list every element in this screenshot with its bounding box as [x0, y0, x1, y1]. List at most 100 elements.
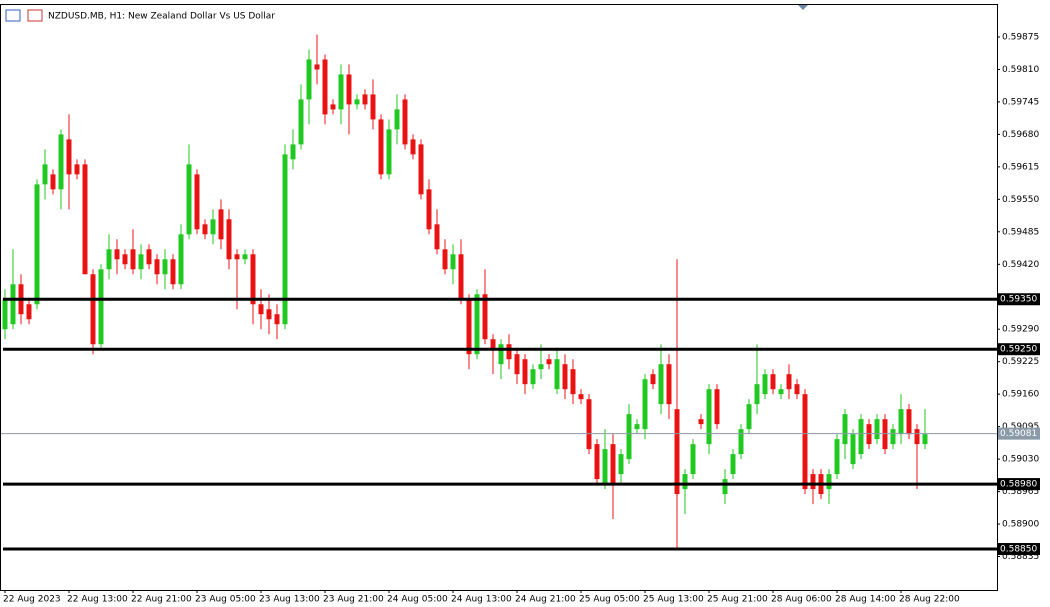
candle-body	[578, 394, 584, 400]
candle-body	[562, 364, 568, 390]
candle-body	[450, 254, 456, 270]
current-price-box	[998, 427, 1040, 440]
level-label: 0.58850	[1000, 545, 1037, 555]
candle-body	[554, 359, 560, 390]
plot-frame	[0, 4, 998, 591]
candle-body	[26, 304, 32, 320]
y-tick-label: 0.58835	[1002, 552, 1039, 562]
x-tick-label: 23 Aug 13:00	[259, 595, 320, 605]
candle-body	[602, 449, 608, 485]
candle-body	[618, 454, 624, 475]
candle-body	[490, 339, 496, 350]
candle-body	[682, 474, 688, 490]
candle-body	[290, 144, 296, 160]
y-tick-label: 0.59095	[1002, 422, 1039, 432]
candle-body	[10, 284, 16, 325]
y-tick-label: 0.59030	[1002, 455, 1039, 465]
candle-body	[42, 164, 48, 185]
candle-body	[898, 409, 904, 435]
candle-body	[66, 139, 72, 175]
candle-body	[58, 134, 64, 190]
candle-body	[130, 249, 136, 270]
candle-body	[234, 254, 240, 260]
candle-body	[210, 219, 216, 235]
candle-body	[466, 299, 472, 355]
candle-body	[658, 364, 664, 405]
candle-body	[434, 224, 440, 250]
y-tick-label: 0.59680	[1002, 130, 1039, 140]
x-tick-label: 22 Aug 2023	[3, 595, 61, 605]
level-label: 0.59250	[1000, 345, 1037, 355]
candle-body	[922, 434, 928, 445]
candle-body	[34, 184, 40, 305]
candle-body	[274, 314, 280, 325]
candle-body	[250, 254, 256, 305]
candle-body	[914, 429, 920, 445]
candle-body	[642, 379, 648, 430]
candle-body	[410, 139, 416, 155]
window-icon	[27, 9, 43, 22]
candle-body	[634, 424, 640, 430]
candle-body	[282, 154, 288, 325]
candle-body	[474, 294, 480, 355]
candle-body	[298, 99, 304, 145]
y-tick-label: 0.59550	[1002, 195, 1039, 205]
candle-body	[2, 299, 8, 330]
x-tick-label: 23 Aug 21:00	[323, 595, 384, 605]
candle-body	[162, 259, 168, 275]
y-tick-label: 0.59290	[1002, 325, 1039, 335]
y-tick-label: 0.59810	[1002, 65, 1039, 75]
y-tick-label: 0.59875	[1002, 32, 1039, 42]
candle-body	[346, 74, 352, 105]
candle-body	[418, 144, 424, 195]
shift-marker	[798, 5, 808, 10]
level-label: 0.59350	[1000, 295, 1037, 305]
x-tick-label: 28 Aug 14:00	[835, 595, 896, 605]
level-label-box	[998, 293, 1040, 306]
candle-body	[218, 209, 224, 240]
candle-body	[522, 359, 528, 385]
candle-body	[842, 414, 848, 445]
x-tick-label: 24 Aug 13:00	[451, 595, 512, 605]
candle-body	[170, 259, 176, 285]
level-label-box	[998, 478, 1040, 491]
candle-body	[226, 219, 232, 260]
x-tick-label: 25 Aug 13:00	[643, 595, 704, 605]
candle-body	[714, 389, 720, 425]
y-tick-label: 0.59745	[1002, 97, 1039, 107]
candle-body	[594, 444, 600, 480]
window-icon	[5, 9, 21, 22]
candle-body	[538, 364, 544, 370]
candle-body	[354, 99, 360, 105]
candle-body	[666, 364, 672, 405]
candle-body	[122, 254, 128, 265]
x-tick-label: 24 Aug 21:00	[515, 595, 576, 605]
y-tick-label: 0.58965	[1002, 487, 1039, 497]
candle-body	[442, 249, 448, 270]
candle-body	[394, 109, 400, 130]
level-label: 0.58980	[1000, 480, 1037, 490]
candle-body	[330, 104, 336, 110]
candle-body	[810, 474, 816, 490]
candle-body	[730, 454, 736, 475]
candle-body	[242, 254, 248, 260]
candle-body	[546, 359, 552, 365]
x-tick-label: 23 Aug 05:00	[195, 595, 256, 605]
candle-body	[722, 479, 728, 495]
candle-body	[314, 64, 320, 70]
candle-body	[266, 309, 272, 320]
candle-body	[906, 409, 912, 435]
candle-body	[586, 399, 592, 450]
candle-body	[874, 419, 880, 440]
candle-body	[186, 164, 192, 235]
y-tick-label: 0.58900	[1002, 520, 1039, 530]
candle-body	[426, 189, 432, 230]
candle-body	[458, 254, 464, 300]
x-tick-label: 24 Aug 05:00	[387, 595, 448, 605]
x-tick-label: 25 Aug 05:00	[579, 595, 640, 605]
candle-body	[770, 374, 776, 390]
candle-body	[178, 234, 184, 285]
candle-body	[570, 369, 576, 395]
current-price-label: 0.59081	[1000, 429, 1037, 439]
candle-body	[626, 414, 632, 460]
